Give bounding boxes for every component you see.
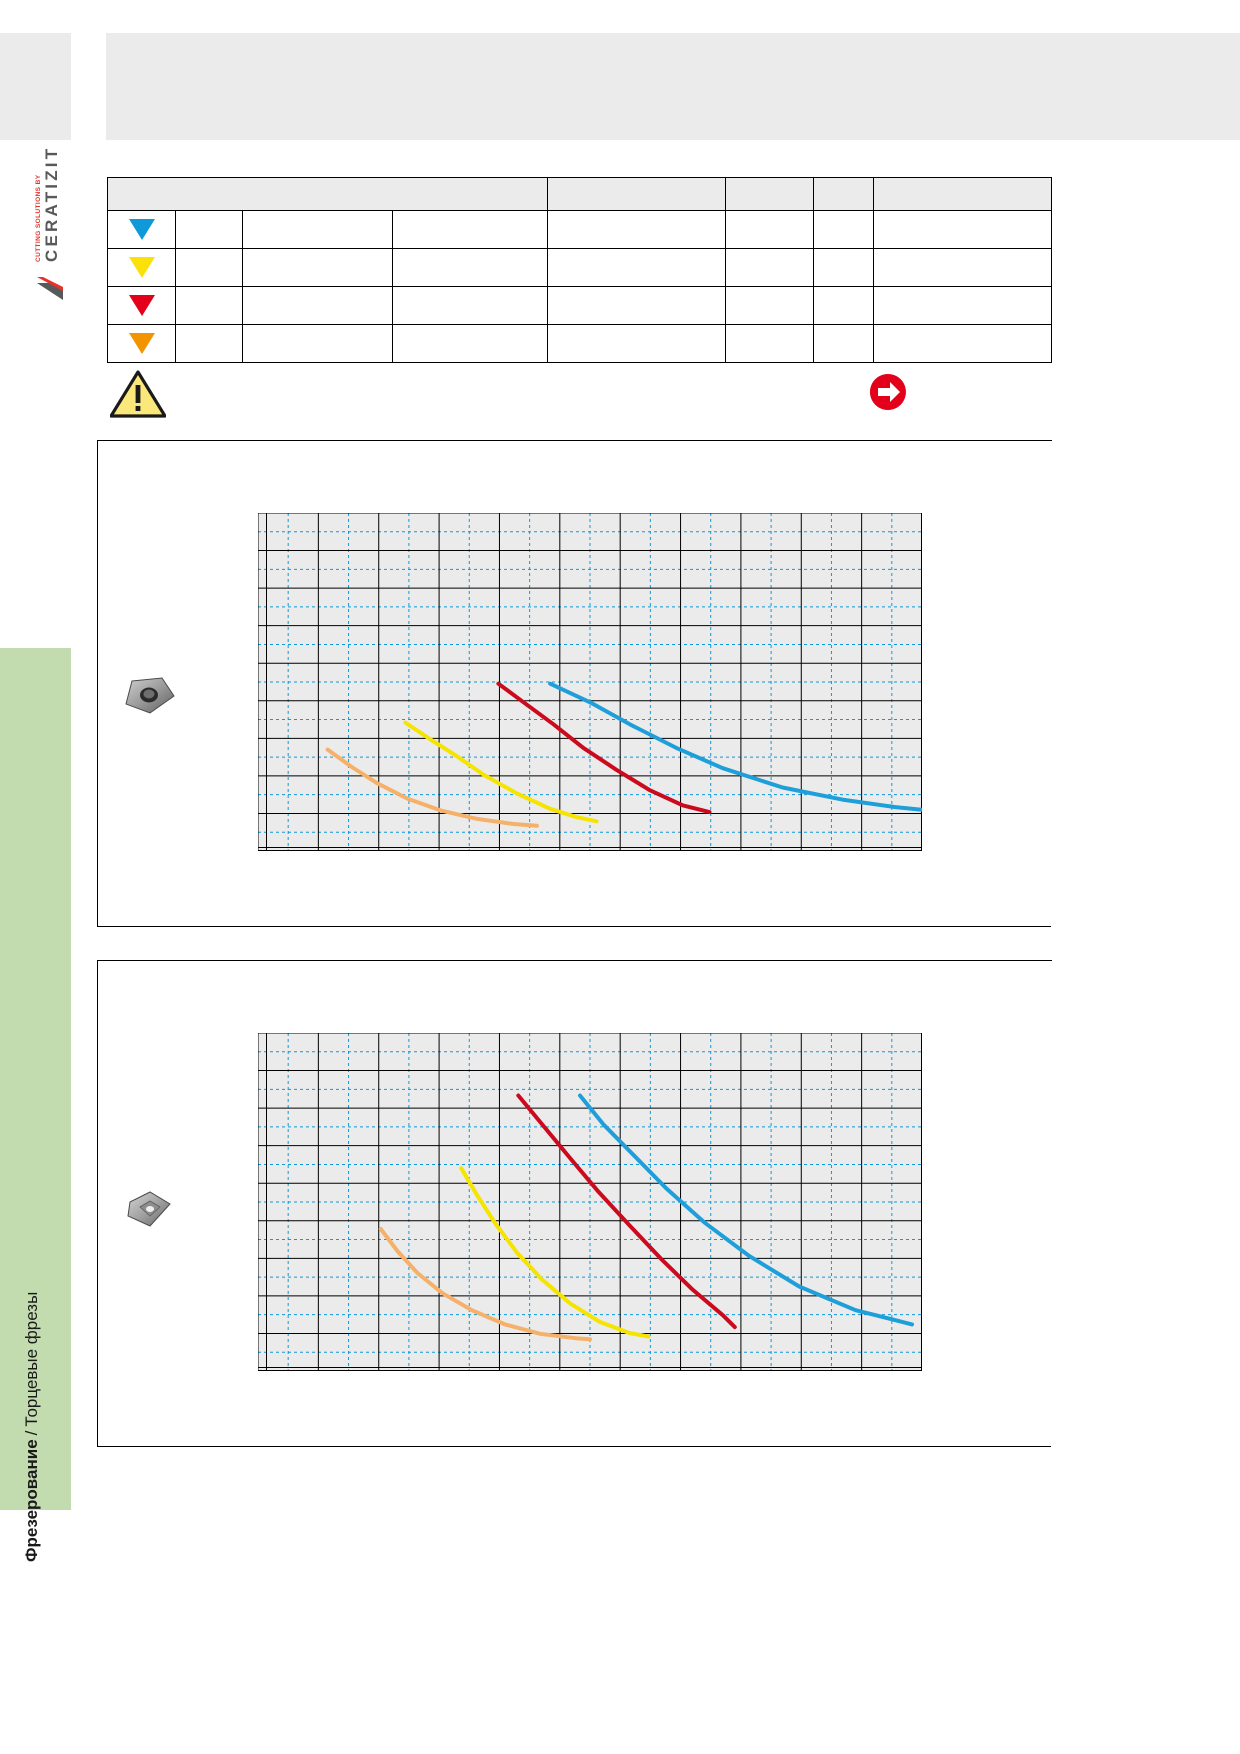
chart-panel-bottom-bottom-rule xyxy=(97,1446,1051,1447)
cell-vc xyxy=(725,286,814,325)
cutting-data-chart-top xyxy=(258,513,922,851)
table-row xyxy=(107,248,1052,287)
cell-fz xyxy=(813,324,874,363)
minor-gridlines xyxy=(258,513,922,851)
cell-vc xyxy=(725,210,814,249)
chart-panel-top-bottom-rule xyxy=(97,926,1051,927)
chart-bottom-x-axis xyxy=(258,1367,922,1368)
triangle-red-icon xyxy=(107,286,176,325)
triangle-orange-icon xyxy=(107,324,176,363)
header-left-band xyxy=(0,33,71,140)
marker-triangle xyxy=(128,257,155,278)
section-side-tab xyxy=(0,648,71,1510)
cell-fz xyxy=(813,286,874,325)
cell-note xyxy=(873,210,1052,249)
chart-top-x-axis xyxy=(258,847,922,848)
milling-insert-square-icon xyxy=(120,1188,178,1234)
th-group-fz xyxy=(813,177,874,211)
cell-grade xyxy=(242,248,393,287)
table-row xyxy=(107,324,1052,363)
warning-triangle-icon xyxy=(109,370,167,418)
cell-coating xyxy=(392,324,548,363)
cell-coating xyxy=(392,210,548,249)
series-curve-orange xyxy=(325,747,539,828)
chart-panel-top xyxy=(97,440,1052,927)
cell-material xyxy=(547,210,726,249)
marker-triangle xyxy=(128,333,155,354)
cell-vc xyxy=(725,248,814,287)
brand-name: CERATIZIT xyxy=(42,145,62,262)
cell-material xyxy=(547,286,726,325)
ceratizit-triangle-logo-icon xyxy=(33,266,63,300)
cutting-data-chart-bottom xyxy=(258,1033,922,1371)
side-tab-category: Фрезерование xyxy=(22,1439,41,1562)
series-curve-blue xyxy=(578,1093,914,1327)
cell-fz xyxy=(813,248,874,287)
table-row xyxy=(107,210,1052,249)
cutting-data-legend-table xyxy=(107,177,1052,363)
cell-coating xyxy=(392,286,548,325)
section-side-tab-label: Фрезерование / Торцевые фрезы xyxy=(15,702,49,1562)
header-main-band xyxy=(106,33,1240,140)
minor-gridlines xyxy=(258,1033,922,1371)
series-curve-red xyxy=(516,1093,737,1330)
marker-triangle xyxy=(128,219,155,240)
cell-note xyxy=(873,286,1052,325)
cell-code xyxy=(175,324,243,363)
chart-bottom-y-axis xyxy=(266,1033,267,1371)
th-group-identification xyxy=(107,177,548,211)
triangle-blue-icon xyxy=(107,210,176,249)
cell-grade xyxy=(242,210,393,249)
marker-triangle xyxy=(128,295,155,316)
cell-grade xyxy=(242,286,393,325)
brand-logo: CUTTING SOLUTIONS BY CERATIZIT xyxy=(18,130,78,300)
cell-code xyxy=(175,248,243,287)
series-curve-yellow xyxy=(459,1166,651,1339)
milling-insert-round-icon xyxy=(120,672,178,718)
cell-note xyxy=(873,248,1052,287)
chart-top-y-axis xyxy=(266,513,267,851)
major-gridlines xyxy=(258,513,922,851)
cell-vc xyxy=(725,324,814,363)
cell-code xyxy=(175,286,243,325)
cell-fz xyxy=(813,210,874,249)
chart-panel-bottom xyxy=(97,960,1052,1447)
cell-code xyxy=(175,210,243,249)
cell-coating xyxy=(392,248,548,287)
cell-material xyxy=(547,324,726,363)
th-group-vc xyxy=(725,177,814,211)
series-curve-blue xyxy=(548,681,922,812)
table-row xyxy=(107,286,1052,325)
series-curve-orange xyxy=(378,1227,592,1342)
series-curve-yellow xyxy=(403,720,599,824)
side-tab-separator: / xyxy=(22,1430,41,1436)
side-tab-subcategory: Торцевые фрезы xyxy=(22,1291,41,1427)
cell-note xyxy=(873,324,1052,363)
cell-material xyxy=(547,248,726,287)
arrow-right-circle-icon xyxy=(868,372,908,412)
cell-grade xyxy=(242,324,393,363)
series-curve-red xyxy=(496,681,712,815)
th-group-material xyxy=(547,177,726,211)
triangle-yellow-icon xyxy=(107,248,176,287)
table-header-row xyxy=(107,177,1052,211)
th-group-note xyxy=(873,177,1052,211)
